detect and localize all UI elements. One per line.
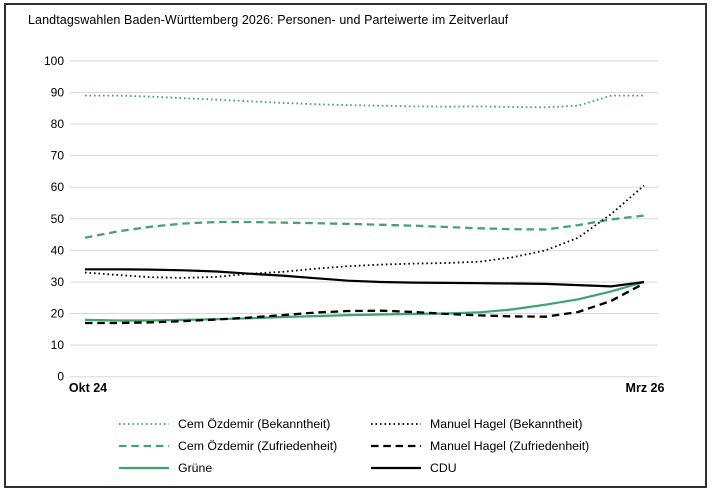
legend-entry-2: Grüne bbox=[118, 460, 212, 476]
series-line-4 bbox=[85, 282, 645, 325]
legend-line-swatch-icon bbox=[119, 444, 169, 448]
y-tick-label-100: 100 bbox=[44, 54, 64, 68]
legend-label: Manuel Hagel (Bekanntheit) bbox=[430, 417, 583, 431]
legend-line-swatch-icon bbox=[119, 466, 169, 470]
series-line-0 bbox=[85, 94, 644, 109]
legend-label: Cem Özdemir (Zufriedenheit) bbox=[178, 439, 338, 453]
y-tick-label-10: 10 bbox=[51, 338, 65, 352]
series-line-2 bbox=[84, 280, 645, 322]
legend-entry-1: Cem Özdemir (Zufriedenheit) bbox=[118, 438, 337, 454]
y-tick-label-0: 0 bbox=[57, 370, 64, 384]
chart-frame bbox=[4, 3, 707, 488]
y-tick-label-70: 70 bbox=[51, 149, 65, 163]
y-tick-label-40: 40 bbox=[51, 243, 65, 257]
legend-entry-5: CDU bbox=[370, 460, 457, 476]
x-axis-label-end: Mrz 26 bbox=[626, 381, 665, 395]
x-axis-label-start: Okt 24 bbox=[69, 381, 107, 395]
legend-label: Grüne bbox=[178, 461, 213, 475]
y-tick-label-60: 60 bbox=[51, 180, 65, 194]
legend-line-swatch-icon bbox=[119, 423, 169, 425]
line-chart-plot: 0 10 20 30 40 50 60 70 80 90 100 Okt 24 Mrz 26 bbox=[44, 54, 665, 395]
y-tick-label-90: 90 bbox=[51, 85, 65, 99]
chart-title: Landtagswahlen Baden-Württemberg 2026: P… bbox=[28, 13, 509, 27]
legend-entry-4: Manuel Hagel (Zufriedenheit) bbox=[370, 438, 589, 454]
legend-label: Manuel Hagel (Zufriedenheit) bbox=[430, 439, 590, 453]
y-tick-label-30: 30 bbox=[51, 275, 65, 289]
legend-label: Cem Özdemir (Bekanntheit) bbox=[178, 417, 331, 431]
legend-label: CDU bbox=[430, 461, 457, 475]
y-tick-label-50: 50 bbox=[51, 212, 65, 226]
y-tick-label-80: 80 bbox=[51, 117, 65, 131]
legend-line-swatch-icon bbox=[371, 466, 421, 470]
legend-line-swatch-icon bbox=[371, 423, 421, 425]
series-line-5 bbox=[85, 268, 645, 288]
legend-entry-3: Manuel Hagel (Bekanntheit) bbox=[370, 416, 582, 432]
legend-entry-0: Cem Özdemir (Bekanntheit) bbox=[118, 416, 330, 432]
y-tick-label-20: 20 bbox=[51, 307, 65, 321]
series-line-3 bbox=[84, 184, 645, 279]
legend-line-swatch-icon bbox=[371, 444, 421, 448]
